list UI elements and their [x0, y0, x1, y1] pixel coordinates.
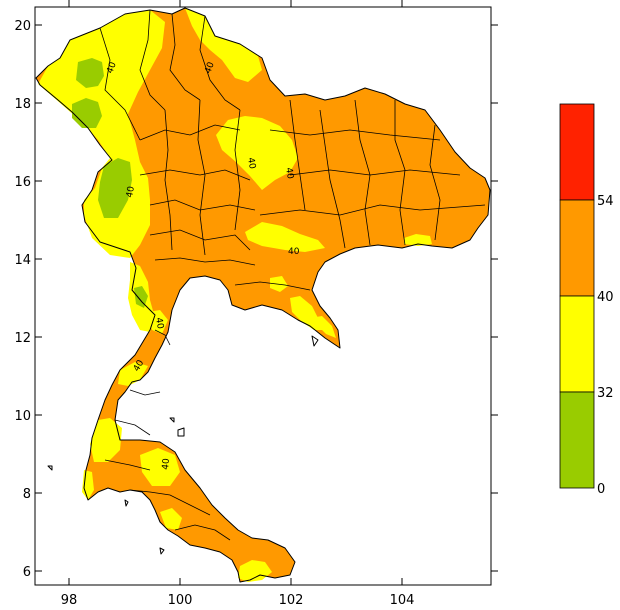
region-yellow-east-spot: [404, 234, 432, 246]
y-tick-label: 14: [14, 253, 31, 268]
contour-label: 40: [161, 458, 172, 471]
legend-label: 54: [597, 194, 614, 209]
legend-swatch-yellow: [559, 295, 595, 393]
legend-colorbar: 54 40 32 0: [559, 103, 614, 497]
y-tick-label: 8: [23, 487, 31, 502]
y-tick-label: 16: [14, 175, 31, 190]
x-tick-label: 100: [168, 593, 193, 608]
y-tick-label: 20: [14, 19, 31, 34]
region-yellow-narathiwat: [238, 560, 272, 582]
y-tick-label: 18: [14, 97, 31, 112]
region-yellow-north-east: [185, 8, 262, 82]
y-axis: 20 18 16 14 12 10 8 6: [14, 19, 498, 580]
region-green-kanchanaburi: [134, 286, 148, 308]
region-yellow-south-spot: [160, 508, 182, 530]
x-axis: 98 100 102 104: [61, 0, 415, 608]
x-tick-label: 102: [279, 593, 304, 608]
legend-label: 40: [597, 290, 614, 305]
contour-label: 40: [153, 317, 165, 330]
y-tick-label: 6: [23, 565, 31, 580]
y-tick-label: 10: [14, 409, 31, 424]
region-yellow-ranong: [90, 418, 122, 462]
region-green-mae-sariang: [72, 98, 102, 128]
region-green-tak: [98, 158, 132, 218]
x-tick-label: 98: [61, 593, 78, 608]
contour-label: 40: [245, 157, 257, 170]
region-yellow-prachuap: [148, 310, 168, 334]
islands: [47, 335, 319, 555]
region-orange-main: [36, 8, 490, 582]
region-green-mae-hong-son: [76, 58, 104, 88]
legend-swatch-orange: [559, 199, 595, 297]
region-yellow-northwest: [38, 10, 165, 258]
legend-label: 32: [597, 386, 614, 401]
x-tick-label: 104: [390, 593, 415, 608]
contour-label: 40: [125, 185, 137, 198]
contour-label: 40: [288, 247, 300, 257]
region-yellow-loei: [216, 116, 298, 190]
contour-label: 40: [203, 61, 216, 75]
legend-swatch-red: [559, 103, 595, 201]
legend-label: 0: [597, 482, 605, 497]
contour-label: 40: [283, 167, 295, 180]
borders: [35, 7, 491, 583]
region-yellow-central-strip: [245, 222, 325, 252]
region-yellow-surat: [140, 448, 180, 486]
region-yellow-trat: [310, 316, 336, 338]
y-tick-label: 12: [14, 331, 31, 346]
contour-label: 40: [105, 61, 118, 75]
legend-swatch-green: [559, 391, 595, 489]
region-yellow-chumphon: [118, 362, 148, 386]
contour-labels: 40 40 40 40 40 40 40 40 40: [105, 61, 299, 471]
